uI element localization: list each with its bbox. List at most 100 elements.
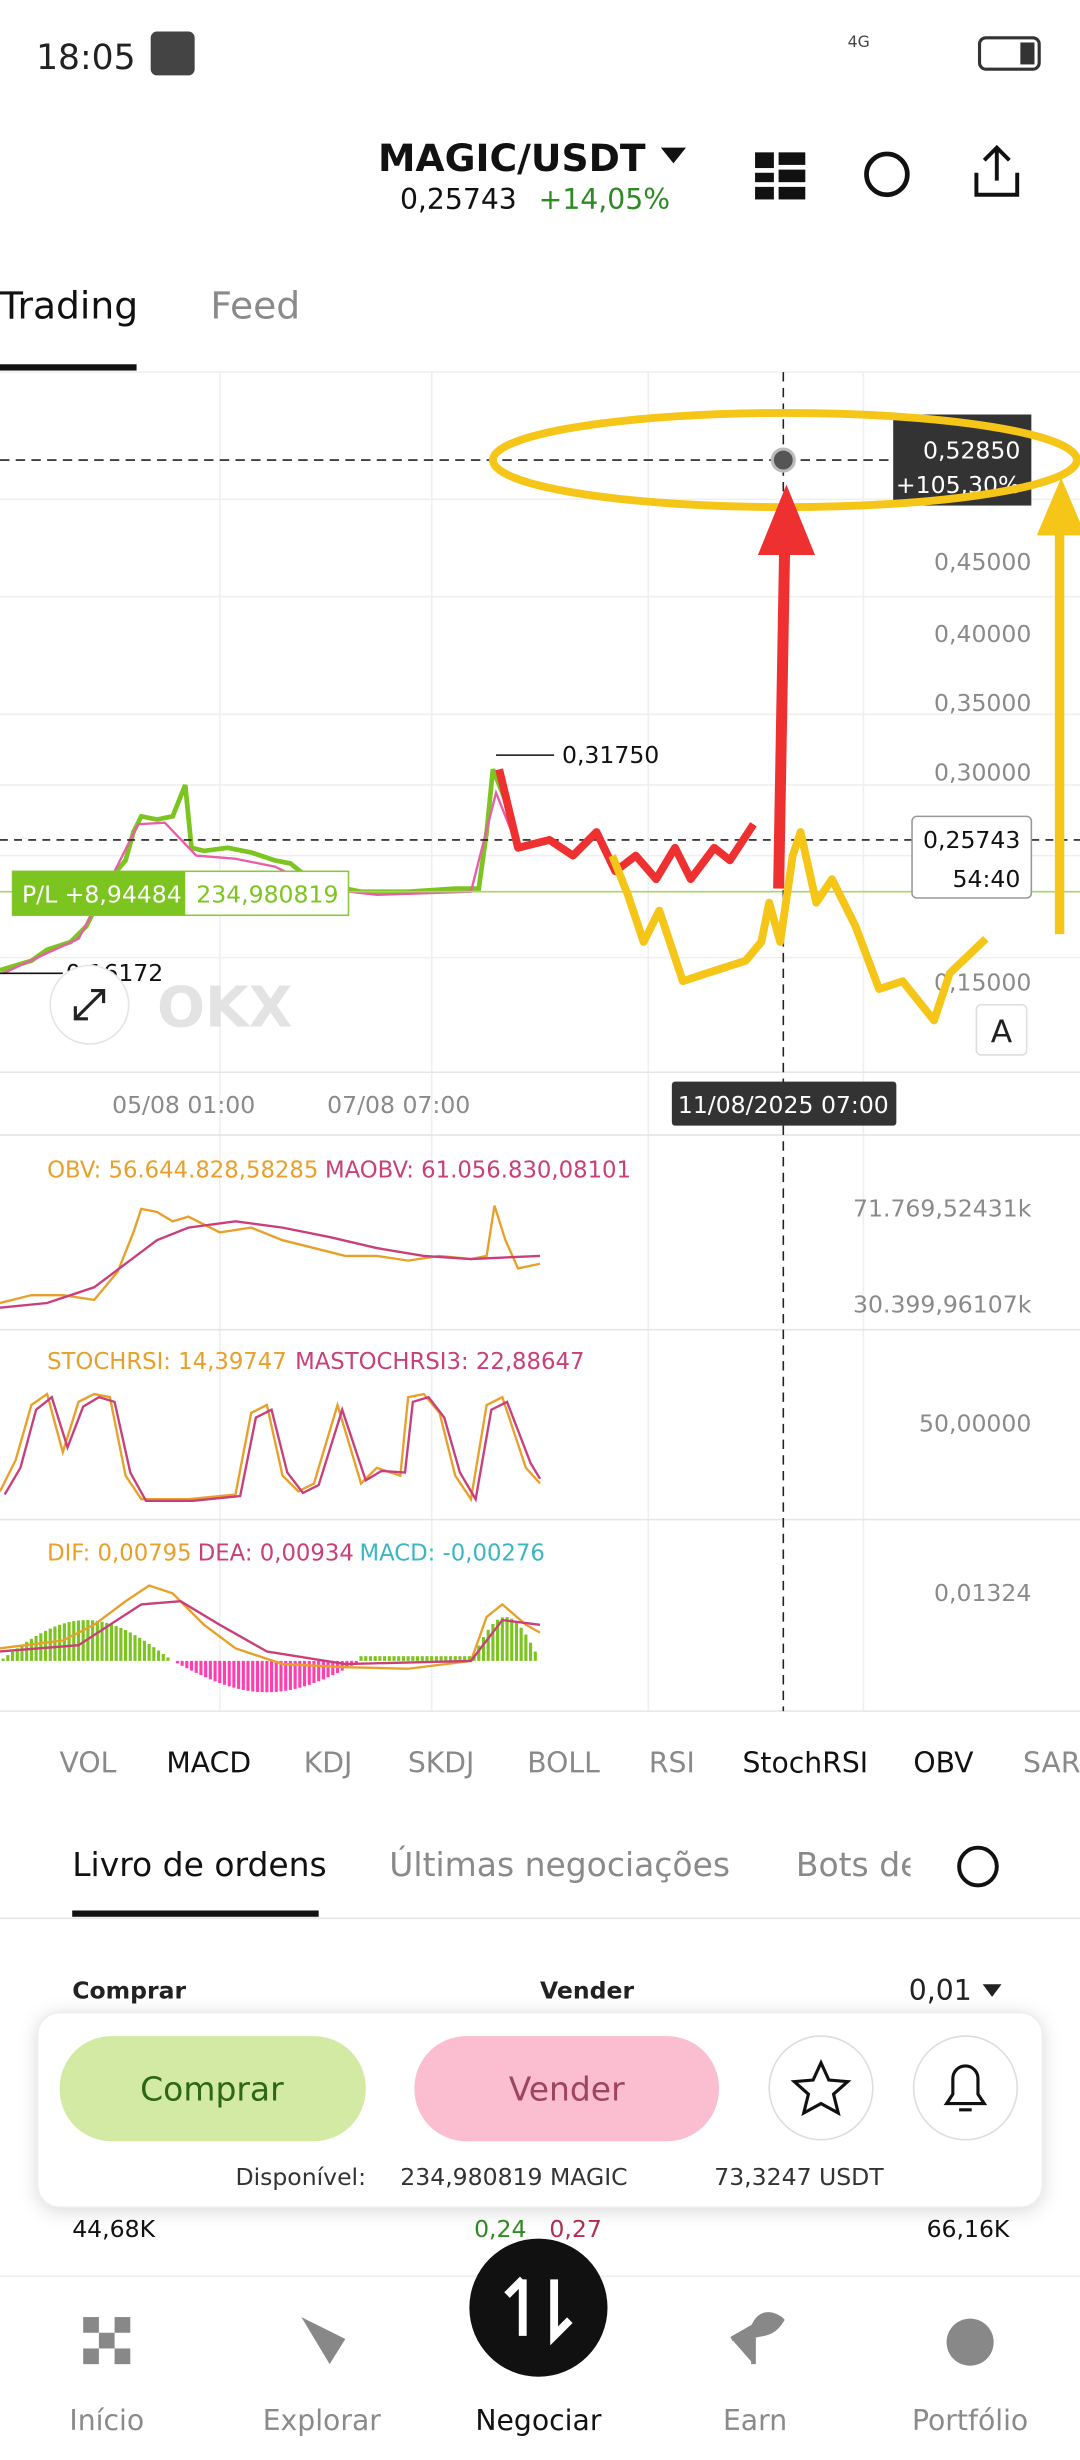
auto-button[interactable] [975, 1003, 1028, 1056]
nav-label[interactable]: Portfólio [912, 2404, 1028, 2437]
battery [977, 36, 1041, 71]
order-tab-underline [72, 1910, 319, 1917]
sell-button[interactable] [414, 2036, 719, 2142]
indicator-tab[interactable]: SKDJ [408, 1746, 475, 1779]
trade-nav-button[interactable] [469, 2238, 608, 2377]
indicator-tab[interactable]: VOL [60, 1746, 117, 1779]
buy-header: Comprar [72, 1976, 186, 2004]
nav-label[interactable]: Explorar [263, 2404, 382, 2437]
dif-line [0, 1584, 541, 1670]
available-quote: 73,3247 USDT [714, 2163, 884, 2191]
bid-amount: 44,68K [72, 2215, 155, 2243]
obv-label: OBV: 56.644.828,58285 [47, 1157, 318, 1183]
battery-level [1020, 42, 1035, 65]
pair-title[interactable]: MAGIC/USDT [378, 136, 646, 180]
ask-amount: 66,16K [927, 2215, 1010, 2243]
time-axis-label: 07/08 07:00 [327, 1091, 470, 1119]
available-base: 234,980819 MAGIC [400, 2163, 627, 2191]
obv-line [0, 1205, 541, 1305]
macd-axis: 0,01324 [934, 1579, 1031, 1607]
current-price-box [911, 815, 1033, 899]
history-icon[interactable] [957, 1845, 999, 1888]
maobv-label: MAOBV: 61.056.830,08101 [325, 1157, 631, 1183]
alert-button[interactable] [912, 2035, 1018, 2141]
tab[interactable]: Trading [0, 284, 138, 328]
chart-grid [0, 372, 1080, 1712]
dea-label: DEA: 0,00934 [198, 1540, 354, 1566]
order-tab[interactable]: Bots de [796, 1845, 921, 1884]
tab[interactable]: Feed [210, 284, 300, 328]
macd-label: MACD: -0,00276 [359, 1540, 544, 1566]
order-tab[interactable]: Últimas negociações [389, 1844, 730, 1884]
time-axis-label: 05/08 01:00 [112, 1091, 255, 1119]
indicator-tab[interactable]: SAR [1023, 1746, 1080, 1779]
indicator-tab[interactable]: MACD [166, 1746, 251, 1779]
indicator-tab[interactable]: StochRSI [742, 1746, 868, 1779]
crosshair-price: 0,52850 [923, 436, 1020, 464]
bid-price: 0,24 [474, 2215, 526, 2243]
price-axis-label: 0,40000 [934, 620, 1031, 648]
stochrsi-axis: 50,00000 [919, 1410, 1031, 1438]
high-label: 0,31750 [562, 741, 659, 769]
annotation-yellow-arrow [1036, 477, 1080, 935]
buy-label: Comprar [140, 2069, 284, 2108]
maobv-line [0, 1220, 541, 1309]
pl-label: P/L +8,94484 [22, 881, 182, 909]
current-price: 0,25743 [923, 826, 1020, 854]
indicator-tab[interactable]: RSI [649, 1746, 695, 1779]
fade [910, 1828, 958, 1908]
pl-fill [12, 871, 186, 916]
position-size: 234,980819 [196, 881, 338, 909]
countdown: 54:40 [953, 865, 1021, 893]
obv-axis: 71.769,52431k [853, 1195, 1032, 1223]
nav-label[interactable]: Earn [723, 2404, 787, 2437]
stochrsi-label: STOCHRSI: 14,39747 [47, 1349, 287, 1375]
crosshair-dot [770, 447, 796, 473]
auto-label: A [991, 1014, 1013, 1050]
favorite-button[interactable] [768, 2035, 874, 2141]
precision-arrow [982, 1984, 1002, 1997]
nav-icon [301, 2317, 346, 2365]
precision[interactable]: 0,01 [909, 1974, 972, 2007]
dea-line [0, 1600, 541, 1666]
status-icon [150, 31, 195, 76]
status-network: 4G [848, 32, 870, 51]
tab-underline [0, 364, 137, 371]
sell-header: Vender [540, 1976, 634, 2004]
nav-icon [946, 2318, 994, 2366]
annotation-red-line [495, 768, 757, 884]
mastochrsi-line [3, 1395, 542, 1503]
annotation-yellow-line [608, 828, 989, 1025]
macd-histogram [1, 1617, 537, 1693]
mastochrsi-label: MASTOCHRSI3: 22,88647 [295, 1349, 584, 1375]
available-label: Disponível: [235, 2163, 366, 2191]
indicator-tab[interactable]: BOLL [527, 1746, 600, 1779]
dif-label: DIF: 0,00795 [47, 1540, 192, 1566]
nav-icon [730, 2312, 785, 2365]
price-axis-label: 0,30000 [934, 758, 1031, 786]
crosshair-time-box [671, 1081, 897, 1126]
share-icon[interactable] [974, 144, 1020, 197]
order-tab[interactable]: Livro de ordens [72, 1845, 327, 1884]
nav-label[interactable]: Negociar [475, 2404, 601, 2437]
bell-icon [943, 2064, 988, 2112]
watermark: OKX [157, 976, 292, 1041]
settings-icon[interactable] [864, 151, 910, 198]
header-price: 0,25743 [400, 183, 517, 216]
indicator-tab[interactable]: OBV [913, 1746, 974, 1779]
nav-label[interactable]: Início [69, 2404, 144, 2437]
nav-icon [504, 2276, 573, 2346]
crosshair-time: 11/08/2025 07:00 [678, 1091, 889, 1119]
ask-price: 0,27 [549, 2215, 601, 2243]
pair-dropdown[interactable] [660, 147, 686, 164]
indicator-tab[interactable]: KDJ [304, 1746, 353, 1779]
header-change: +14,05% [539, 183, 670, 216]
list-icon[interactable] [755, 152, 806, 200]
price-axis-label: 0,35000 [934, 689, 1031, 717]
price-axis-label: 0,45000 [934, 548, 1031, 576]
expand-icon [73, 989, 106, 1021]
buy-button[interactable] [59, 2036, 366, 2142]
